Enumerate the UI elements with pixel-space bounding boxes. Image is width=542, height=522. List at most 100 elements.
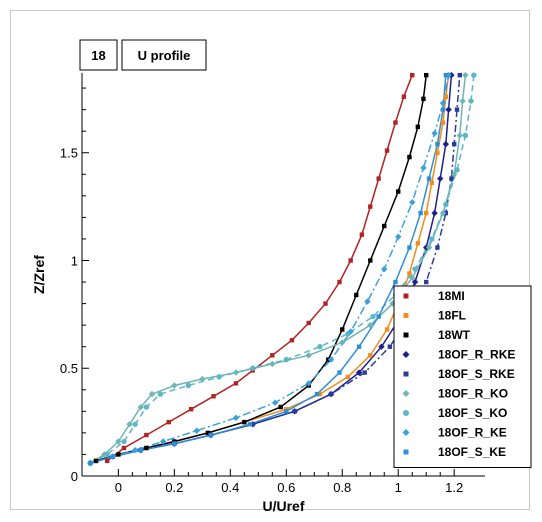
data-point-18of-s-rke <box>387 344 393 349</box>
y-tick-label: 1 <box>71 253 78 268</box>
data-point-18fl <box>429 180 435 186</box>
legend-marker-18of-s-ko <box>403 410 409 416</box>
data-point-18mi <box>393 120 398 125</box>
data-point-18wt <box>144 445 149 451</box>
data-point-18of-r-ko <box>462 71 469 79</box>
data-point-18mi <box>104 458 110 464</box>
data-point-18of-s-ke <box>247 422 253 427</box>
data-point-18of-r-rke <box>437 175 444 182</box>
x-tick-label: 1.2 <box>445 480 463 495</box>
data-point-18of-s-rke <box>452 141 457 147</box>
legend-marker-18mi <box>403 293 409 299</box>
y-tick-label: 0.5 <box>60 361 78 376</box>
legend-marker-18of-s-ke <box>403 449 409 455</box>
data-point-18of-r-ko <box>232 369 240 376</box>
data-point-18mi <box>121 445 127 451</box>
data-point-18of-s-ke <box>443 72 449 78</box>
series-lines <box>90 74 475 464</box>
data-point-18mi <box>270 353 275 358</box>
data-point-18of-r-ko <box>451 171 458 178</box>
chart-tag: 18 <box>91 48 105 63</box>
data-point-18of-r-ko <box>137 403 144 411</box>
data-point-18of-r-ko <box>269 360 276 368</box>
data-point-18mi <box>211 394 216 399</box>
data-point-18mi <box>144 432 149 438</box>
data-point-18of-s-ke <box>418 210 423 216</box>
x-tick-label: 0.4 <box>221 480 239 495</box>
legend-label-18of-r-rke: 18OF_R_RKE <box>438 348 515 362</box>
legend: 18MI 18FL 18WT 18OF_R_RKE 18OF_S_RKE 18OF_R_K… <box>393 285 532 468</box>
data-point-18of-s-rke <box>435 245 440 250</box>
data-point-18of-r-ke <box>271 399 279 406</box>
data-point-18of-s-ke <box>172 441 177 446</box>
data-point-18mi <box>188 406 194 412</box>
legend-label-18fl: 18FL <box>438 309 466 323</box>
data-point-18of-r-ke <box>193 427 200 434</box>
data-point-18mi <box>166 419 171 425</box>
data-point-18of-s-ko <box>454 167 460 173</box>
legend-label-18of-s-ko: 18OF_S_KO <box>438 406 507 420</box>
data-point-18of-s-rke <box>454 107 460 112</box>
data-point-18of-r-ke <box>347 328 354 335</box>
data-point-18fl <box>345 374 351 380</box>
data-point-18mi <box>401 94 407 99</box>
data-point-18fl <box>368 353 373 358</box>
series-line-18of-s-ke <box>90 75 447 464</box>
data-point-18of-r-rke <box>411 278 419 286</box>
data-point-18of-s-ke <box>337 370 342 375</box>
axis-ticks: 0 0.2 0.4 0.6 0.8 1 1.2 0 0.5 1 1.5 <box>60 87 463 495</box>
legend-marker-18of-r-rke <box>402 351 410 358</box>
series-markers <box>87 71 477 467</box>
legend-label-18of-s-ke: 18OF_S_KE <box>438 445 506 459</box>
data-point-18of-s-ko <box>468 98 474 104</box>
data-point-18of-r-ko <box>339 339 346 346</box>
data-point-18of-s-ke <box>376 314 381 319</box>
data-point-18of-s-ke <box>435 141 440 147</box>
legend-marker-18fl <box>403 313 409 318</box>
title-box <box>121 39 207 71</box>
x-tick-label: 0 <box>115 480 122 495</box>
data-point-18of-r-ko <box>148 390 156 398</box>
data-point-18mi <box>337 279 342 285</box>
data-point-18of-r-ke <box>420 164 427 172</box>
data-point-18of-r-rke <box>431 209 438 217</box>
data-point-18mi <box>323 301 328 306</box>
data-point-18wt <box>242 419 247 425</box>
data-point-18of-s-ke <box>393 279 398 285</box>
legend-label-18of-s-rke: 18OF_S_RKE <box>438 367 515 381</box>
data-point-18of-r-ke <box>131 446 139 454</box>
legend-box <box>393 285 532 468</box>
data-point-18wt <box>278 404 283 410</box>
data-point-18of-s-ko <box>121 438 127 445</box>
data-point-18of-r-ko <box>439 209 447 217</box>
data-point-18of-s-ke <box>356 344 362 349</box>
legend-label-18of-r-ko: 18OF_R_KO <box>438 387 508 401</box>
data-point-18wt <box>415 124 421 130</box>
data-point-18of-r-ke <box>439 99 447 107</box>
data-point-18of-s-ko <box>185 382 192 389</box>
x-axis-title: U/Uref <box>262 498 304 514</box>
data-point-18of-r-rke <box>355 369 363 376</box>
data-point-18of-s-rke <box>328 391 334 397</box>
y-tick-label: 1.5 <box>60 146 78 161</box>
tag-box <box>79 39 118 71</box>
data-point-18of-r-ko <box>459 97 466 105</box>
data-point-18fl <box>435 150 440 155</box>
x-tick-label: 0.6 <box>277 480 295 495</box>
legend-marker-18wt <box>403 332 409 338</box>
legend-marker-18of-r-ke <box>402 429 410 436</box>
data-point-18of-s-rke <box>424 279 429 285</box>
data-point-18fl <box>443 94 449 99</box>
x-tick-label: 0.2 <box>165 480 183 495</box>
data-point-18mi <box>376 176 381 181</box>
data-point-18of-r-ko <box>456 132 464 139</box>
data-point-18mi <box>306 320 311 326</box>
data-point-18wt <box>382 223 387 229</box>
x-tick-label: 1 <box>395 480 402 495</box>
data-point-18of-r-ko <box>171 382 178 389</box>
data-point-18of-s-ke <box>208 432 213 438</box>
data-point-18mi <box>348 258 353 263</box>
data-point-18of-s-ke <box>440 107 446 112</box>
data-point-18mi <box>359 232 365 237</box>
data-point-18of-s-ko <box>317 343 323 350</box>
